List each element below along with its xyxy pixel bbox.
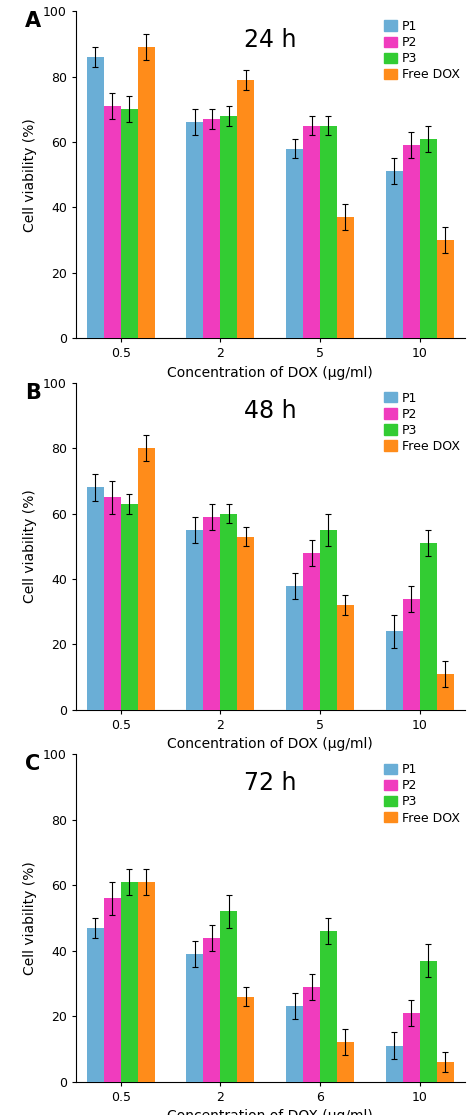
Bar [403,599,419,710]
Bar [104,899,121,1082]
Bar [237,536,254,710]
Text: 72 h: 72 h [244,770,296,795]
Bar [437,1061,454,1082]
Text: 48 h: 48 h [244,399,297,424]
Bar [220,116,237,338]
Bar [121,109,137,338]
Bar [237,80,254,338]
Bar [237,997,254,1082]
Bar [203,119,220,338]
Bar [104,106,121,338]
Legend: P1, P2, P3, Free DOX: P1, P2, P3, Free DOX [382,18,462,84]
Bar [87,928,104,1082]
Bar [403,1012,419,1082]
Bar [386,172,403,338]
Bar [203,517,220,710]
Bar [186,954,203,1082]
Y-axis label: Cell viability (%): Cell viability (%) [23,489,37,603]
Text: C: C [25,755,41,775]
Bar [337,605,354,710]
Bar [121,504,137,710]
Bar [186,123,203,338]
Bar [137,47,155,338]
Bar [320,126,337,338]
Bar [220,911,237,1082]
Bar [303,126,320,338]
Bar [337,217,354,338]
Bar [437,673,454,710]
Bar [386,631,403,710]
Bar [137,448,155,710]
Bar [419,543,437,710]
Bar [419,138,437,338]
Legend: P1, P2, P3, Free DOX: P1, P2, P3, Free DOX [382,760,462,827]
Bar [437,240,454,338]
X-axis label: Concentration of DOX (μg/ml): Concentration of DOX (μg/ml) [167,366,373,380]
Text: 24 h: 24 h [244,28,296,51]
Bar [386,1046,403,1082]
Y-axis label: Cell viability (%): Cell viability (%) [23,118,37,232]
Bar [320,530,337,710]
Bar [337,1043,354,1082]
Legend: P1, P2, P3, Free DOX: P1, P2, P3, Free DOX [382,389,462,455]
Bar [303,553,320,710]
X-axis label: Concentration of DOX (μg/ml): Concentration of DOX (μg/ml) [167,1109,373,1115]
X-axis label: Concentration of DOX (μg/ml): Concentration of DOX (μg/ml) [167,737,373,752]
Bar [419,960,437,1082]
Bar [203,938,220,1082]
Bar [87,487,104,710]
Bar [137,882,155,1082]
Text: A: A [25,11,41,31]
Bar [303,987,320,1082]
Bar [286,148,303,338]
Bar [220,514,237,710]
Text: B: B [25,382,41,403]
Bar [87,57,104,338]
Bar [121,882,137,1082]
Bar [286,1007,303,1082]
Bar [286,585,303,710]
Y-axis label: Cell viability (%): Cell viability (%) [23,861,37,975]
Bar [104,497,121,710]
Bar [320,931,337,1082]
Bar [403,145,419,338]
Bar [186,530,203,710]
